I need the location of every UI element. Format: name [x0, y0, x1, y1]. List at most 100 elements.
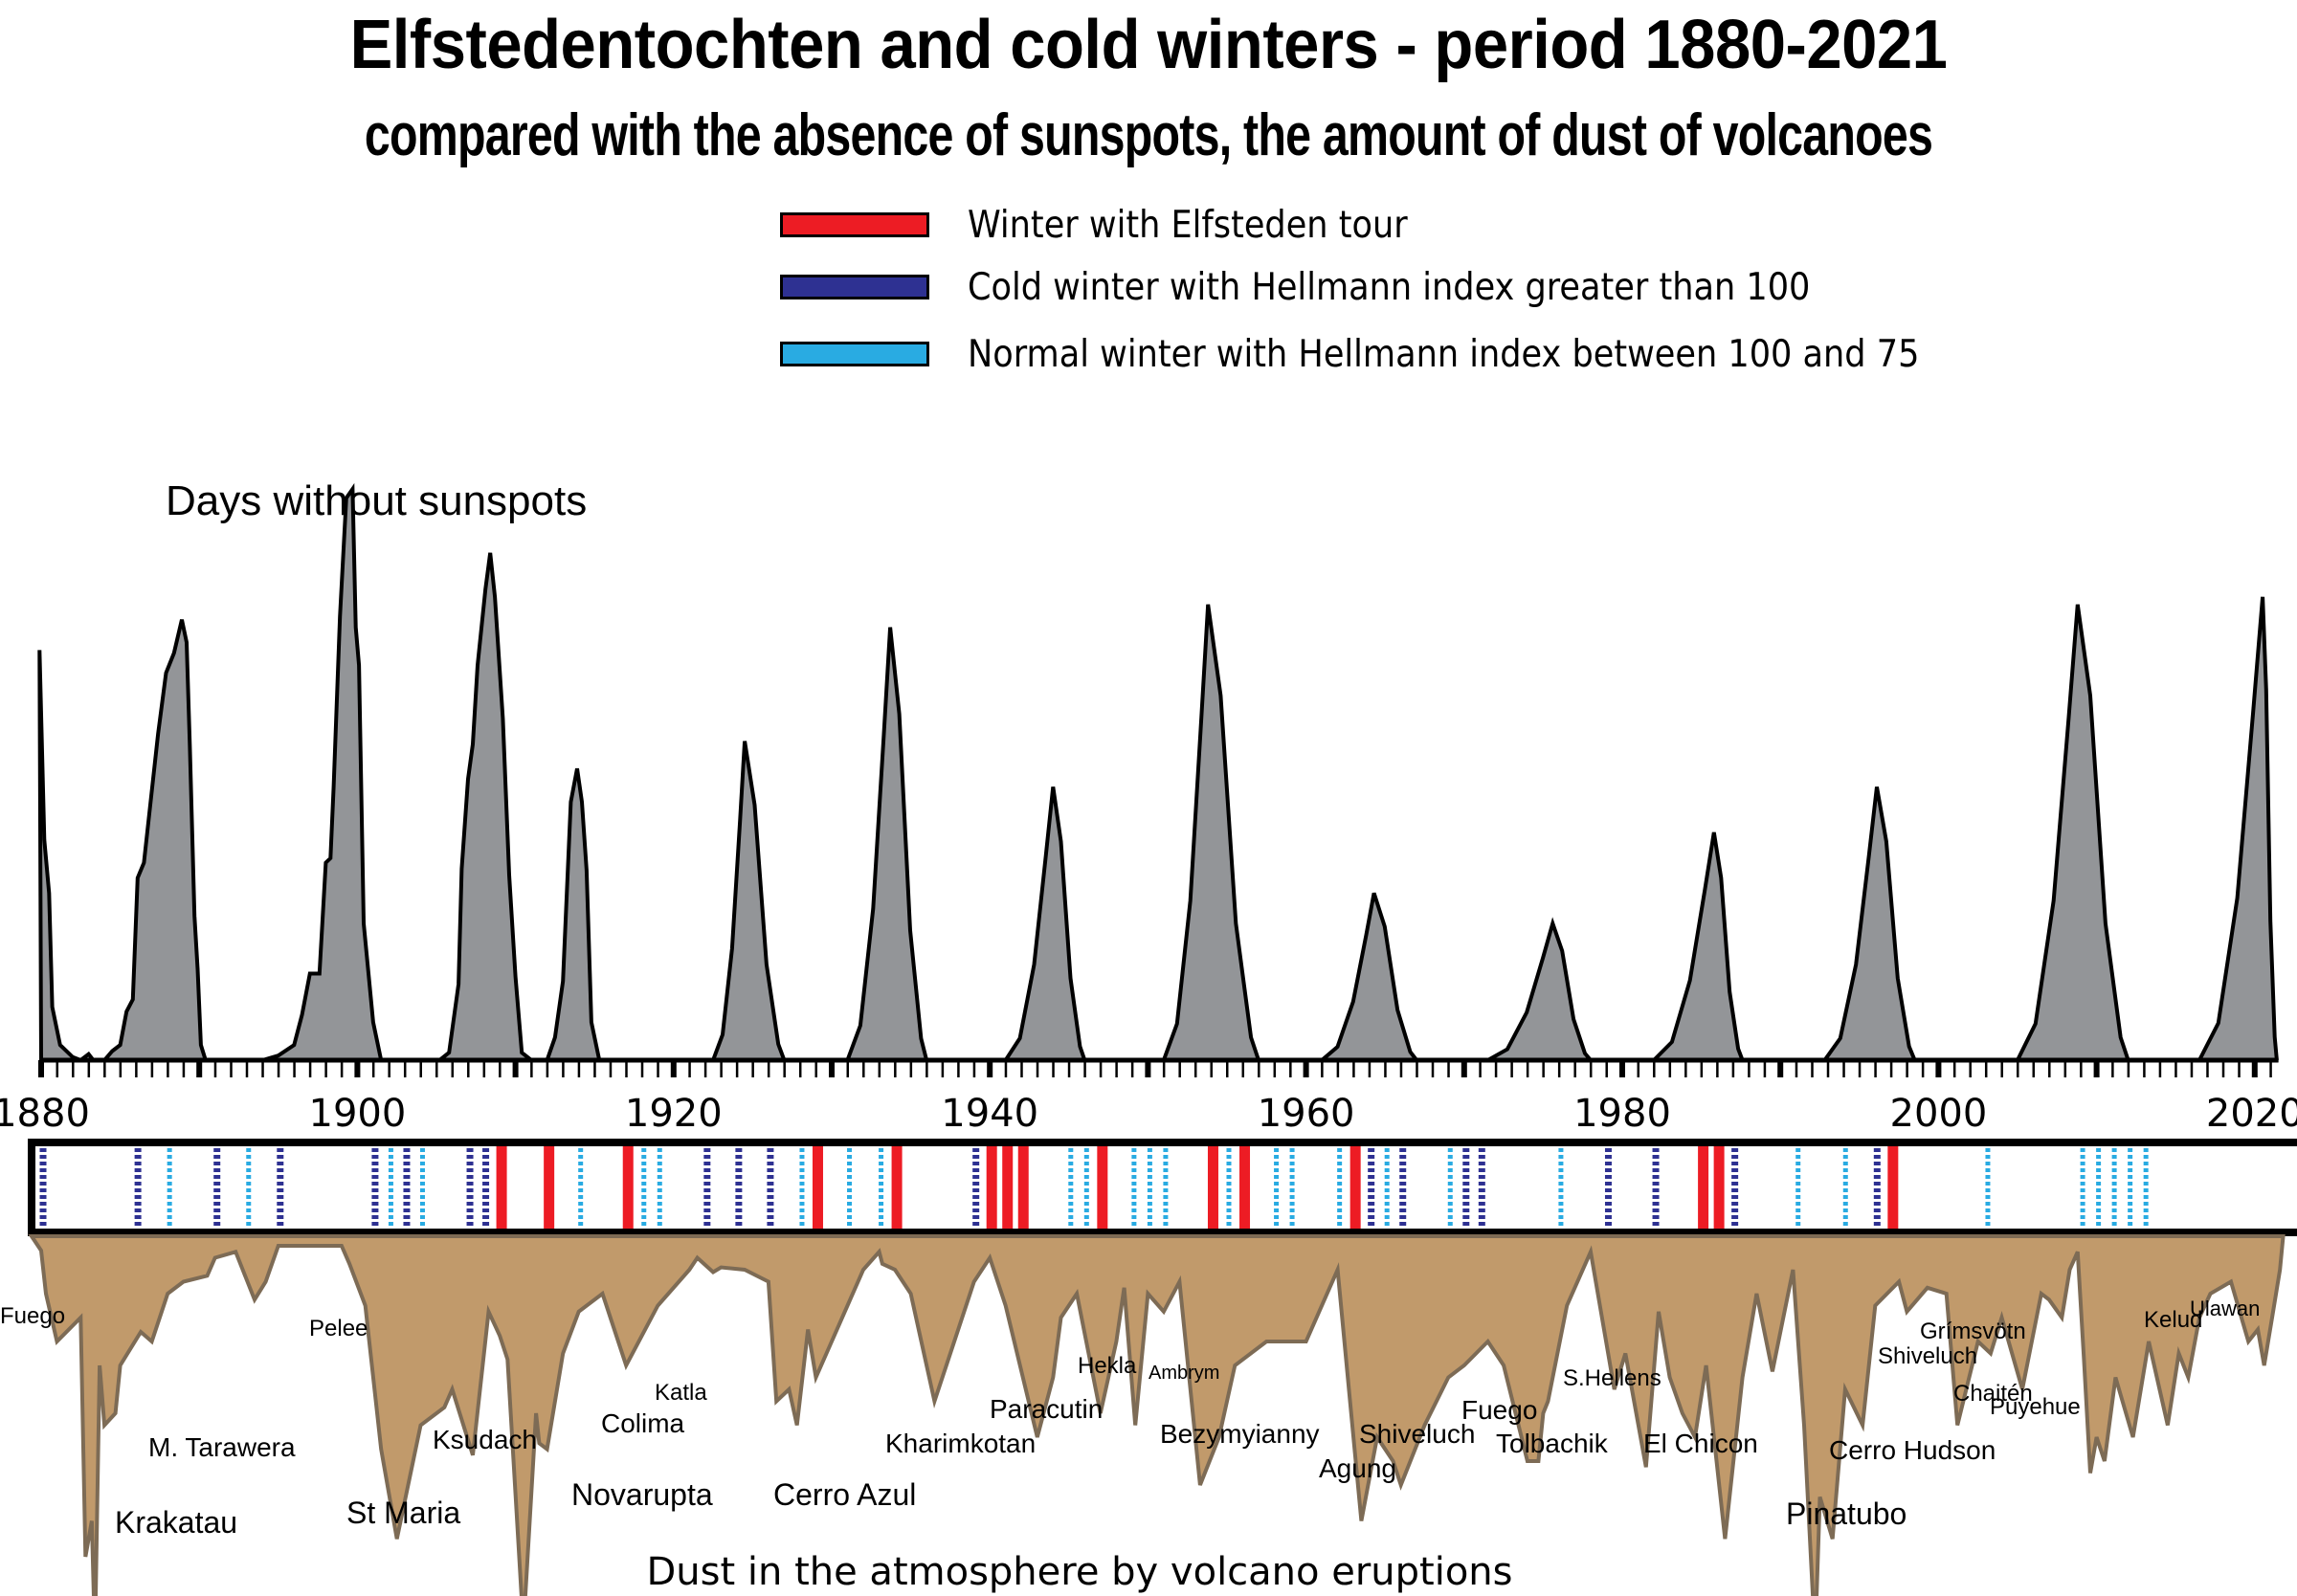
- volcano-axis-label: Dust in the atmosphere by volcano erupti…: [647, 1550, 1513, 1594]
- minor-tick: [167, 1060, 169, 1077]
- winter-stripe-elfsteden: [986, 1146, 997, 1229]
- minor-tick: [1542, 1060, 1545, 1077]
- minor-tick: [403, 1060, 407, 1077]
- minor-tick: [499, 1060, 502, 1077]
- volcano-label: Kharimkotan: [885, 1429, 1036, 1458]
- minor-tick: [482, 1060, 486, 1077]
- minor-tick: [2017, 1060, 2019, 1077]
- volcano-label: Katla: [655, 1380, 707, 1406]
- major-tick: [670, 1060, 677, 1077]
- minor-tick: [735, 1060, 739, 1077]
- minor-tick: [1494, 1060, 1498, 1077]
- winter-stripe-elfsteden: [1349, 1146, 1361, 1229]
- volcano-label: Tolbachik: [1496, 1429, 1609, 1458]
- major-tick: [512, 1060, 519, 1077]
- minor-tick: [1969, 1060, 1972, 1077]
- minor-tick: [1906, 1060, 1908, 1077]
- minor-tick: [371, 1060, 375, 1077]
- minor-tick: [625, 1060, 628, 1077]
- minor-tick: [1589, 1060, 1593, 1077]
- volcano-label: Agung: [1319, 1453, 1396, 1483]
- volcano-label: Bezymyianny: [1160, 1419, 1320, 1449]
- winter-stripe-elfsteden: [1097, 1146, 1108, 1229]
- minor-tick: [1763, 1060, 1767, 1077]
- minor-tick: [1052, 1060, 1055, 1077]
- legend-label: Cold winter with Hellmann index greater …: [968, 265, 1811, 309]
- minor-tick: [2032, 1060, 2036, 1077]
- minor-tick: [720, 1060, 723, 1077]
- minor-tick: [1273, 1060, 1277, 1077]
- minor-tick: [451, 1060, 455, 1077]
- minor-tick: [609, 1060, 613, 1077]
- minor-tick: [1952, 1060, 1956, 1077]
- x-tick-label: 1980: [1573, 1092, 1671, 1136]
- minor-tick: [1637, 1060, 1640, 1077]
- x-axis: 1880 1900 1920 1940 1960 1980 2000 2020: [0, 1057, 2297, 1136]
- minor-tick: [2111, 1060, 2114, 1077]
- minor-tick: [2269, 1060, 2272, 1077]
- minor-tick: [862, 1060, 865, 1077]
- minor-tick: [1842, 1060, 1845, 1077]
- minor-tick: [2206, 1060, 2209, 1077]
- x-tick-label: 1880: [0, 1092, 90, 1136]
- minor-tick: [1258, 1060, 1260, 1077]
- minor-tick: [1241, 1060, 1245, 1077]
- minor-tick: [324, 1060, 327, 1077]
- major-tick: [1303, 1060, 1309, 1077]
- minor-tick: [1067, 1060, 1071, 1077]
- minor-tick: [1336, 1060, 1340, 1077]
- minor-tick: [1004, 1060, 1008, 1077]
- minor-tick: [1226, 1060, 1229, 1077]
- minor-tick: [1874, 1060, 1877, 1077]
- x-tick-label: 1920: [625, 1092, 723, 1136]
- sunspots-area-group: [37, 482, 2279, 1063]
- minor-tick: [1399, 1060, 1403, 1077]
- minor-tick: [230, 1060, 233, 1077]
- volcano-label: Novarupta: [571, 1477, 713, 1512]
- minor-tick: [1653, 1060, 1656, 1077]
- minor-tick: [1099, 1060, 1103, 1077]
- minor-tick: [972, 1060, 976, 1077]
- sunspots-area: [37, 482, 2279, 1063]
- minor-tick: [1321, 1060, 1324, 1077]
- minor-tick: [1083, 1060, 1086, 1077]
- chart-title: Elfstedentochten and cold winters - peri…: [349, 7, 1948, 83]
- volcano-label: Pinatubo: [1786, 1496, 1907, 1531]
- volcano-label: Kelud: [2144, 1307, 2202, 1333]
- winter-stripe-elfsteden: [622, 1146, 634, 1229]
- winter-stripe-elfsteden: [1239, 1146, 1251, 1229]
- winters-band: [28, 1139, 2297, 1236]
- minor-tick: [1716, 1060, 1719, 1077]
- minor-tick: [593, 1060, 596, 1077]
- minor-tick: [340, 1060, 344, 1077]
- minor-tick: [87, 1060, 91, 1077]
- volcano-label: Paracutin: [990, 1394, 1103, 1424]
- volcano-label: Cerro Hudson: [1829, 1435, 1996, 1465]
- major-tick: [38, 1060, 44, 1077]
- minor-tick: [1020, 1060, 1023, 1077]
- minor-tick: [530, 1060, 533, 1077]
- minor-tick: [388, 1060, 390, 1077]
- winter-stripe-elfsteden: [1207, 1146, 1218, 1229]
- minor-tick: [1700, 1060, 1704, 1077]
- minor-tick: [1368, 1060, 1372, 1077]
- major-tick: [196, 1060, 203, 1077]
- minor-tick: [894, 1060, 897, 1077]
- legend-item-normal: Normal winter with Hellmann index betwee…: [780, 333, 2025, 376]
- minor-tick: [1684, 1060, 1687, 1077]
- chart-subtitle: compared with the absence of sunspots, t…: [364, 102, 1933, 168]
- minor-tick: [1984, 1060, 1988, 1077]
- winter-stripe-elfsteden: [1698, 1146, 1709, 1229]
- minor-tick: [703, 1060, 707, 1077]
- volcano-label: Grímsvötn: [1920, 1319, 2026, 1344]
- x-tick-label: 1940: [941, 1092, 1038, 1136]
- volcano-label: S.Hellens: [1563, 1365, 1661, 1391]
- minor-tick: [1178, 1060, 1181, 1077]
- major-tick: [1619, 1060, 1625, 1077]
- minor-tick: [2221, 1060, 2225, 1077]
- major-tick: [354, 1060, 361, 1077]
- minor-tick: [751, 1060, 754, 1077]
- volcano-label: Ulawan: [2190, 1297, 2260, 1320]
- minor-tick: [1193, 1060, 1197, 1077]
- minor-tick: [1479, 1060, 1482, 1077]
